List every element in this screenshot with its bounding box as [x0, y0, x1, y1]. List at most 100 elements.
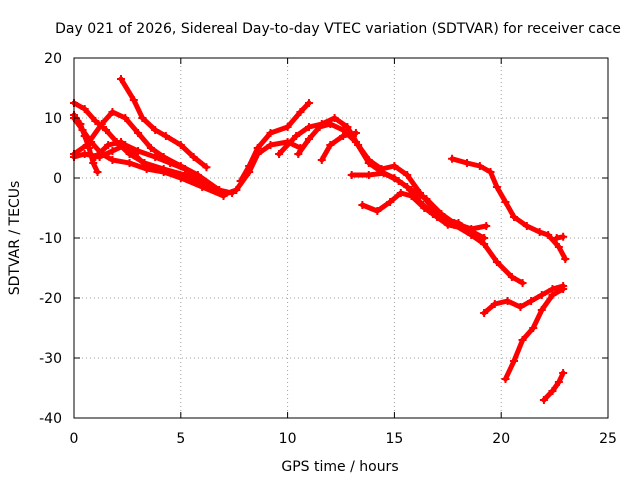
data-point: [561, 255, 570, 263]
data-point: [343, 123, 352, 131]
data-point: [492, 183, 501, 191]
data-point: [296, 108, 305, 116]
data-point: [228, 189, 237, 197]
data-point: [189, 153, 198, 161]
data-point: [80, 105, 89, 113]
data-point: [386, 198, 395, 206]
data-point: [527, 297, 536, 305]
data-point: [283, 123, 292, 131]
data-point: [104, 141, 113, 149]
data-point: [134, 147, 143, 155]
series-arc-6: [116, 75, 211, 172]
data-point: [510, 357, 519, 365]
data-point: [450, 220, 459, 229]
data-point: [151, 126, 160, 134]
y-tick-label: -20: [39, 291, 62, 307]
data-point: [463, 159, 472, 167]
x-tick-label: 15: [385, 431, 403, 447]
series-arc-15: [552, 232, 568, 242]
y-tick-label: -30: [39, 351, 62, 367]
data-point: [253, 144, 262, 152]
data-point: [78, 126, 87, 134]
data-point: [125, 159, 134, 167]
data-point: [215, 187, 224, 196]
data-point: [490, 300, 499, 308]
data-point: [507, 273, 516, 281]
data-point: [304, 123, 313, 131]
data-point: [91, 153, 100, 161]
y-tick-label: -10: [39, 231, 62, 247]
data-point: [102, 126, 111, 134]
data-point: [108, 156, 117, 164]
data-point: [396, 189, 405, 197]
data-point: [503, 297, 512, 305]
series-arc-13: [358, 189, 527, 287]
data-point: [535, 228, 544, 236]
data-point: [142, 162, 151, 170]
data-point: [559, 285, 568, 293]
series-arc-11: [317, 129, 360, 164]
data-point: [544, 231, 553, 239]
data-point: [89, 159, 98, 167]
data-point: [351, 129, 360, 137]
data-point: [480, 240, 489, 248]
series-line: [349, 170, 489, 232]
y-tick-labels: -40 -30 -20 -10 0 10 20: [39, 51, 62, 427]
data-point: [294, 150, 303, 158]
data-point: [176, 141, 185, 149]
data-point: [93, 168, 102, 176]
data-point: [548, 387, 557, 395]
data-point: [202, 163, 211, 172]
data-point: [121, 114, 130, 122]
data-point: [394, 177, 403, 185]
x-tick-labels: 0 5 10 15 20 25: [70, 431, 617, 447]
data-point: [548, 291, 557, 299]
series-arc-17: [501, 285, 568, 383]
data-point: [501, 198, 510, 206]
data-point: [486, 168, 495, 176]
data-point: [475, 162, 484, 170]
data-point: [91, 117, 100, 125]
y-tick-label: 0: [53, 171, 62, 187]
data-point: [492, 258, 501, 266]
data-point: [275, 150, 284, 158]
data-point: [266, 129, 275, 137]
series-arc-8: [236, 99, 313, 185]
data-point: [422, 195, 431, 203]
series-arc-16: [480, 282, 568, 317]
data-point: [159, 168, 168, 176]
data-point: [232, 186, 241, 194]
series-arc-3: [70, 114, 228, 200]
x-tick-label: 10: [279, 431, 297, 447]
x-tick-label: 5: [176, 431, 185, 447]
series-arc-7: [91, 138, 151, 170]
data-point: [539, 396, 548, 404]
data-point: [529, 324, 538, 332]
x-tick-label: 25: [599, 431, 617, 447]
data-point: [339, 132, 348, 140]
data-point: [82, 141, 91, 149]
x-axis-label: GPS time / hours: [281, 459, 398, 475]
data-point: [448, 154, 457, 163]
data-point: [292, 132, 301, 140]
data-point: [420, 204, 429, 212]
data-point: [317, 156, 326, 164]
data-point: [116, 138, 125, 146]
data-point: [403, 171, 412, 179]
data-point: [379, 169, 388, 178]
data-point: [181, 165, 190, 173]
y-axis-label: SDTVAR / TECUs: [7, 181, 23, 296]
data-point: [559, 232, 568, 241]
grid: [74, 58, 608, 418]
series-line: [319, 130, 359, 163]
data-point: [146, 144, 155, 152]
data-point: [236, 177, 245, 185]
y-tick-label: -40: [39, 411, 62, 427]
data-point: [315, 123, 324, 131]
data-point: [326, 120, 335, 128]
data-point: [516, 303, 525, 311]
data-point: [245, 162, 254, 170]
data-point: [390, 162, 399, 170]
data-point: [134, 129, 143, 137]
